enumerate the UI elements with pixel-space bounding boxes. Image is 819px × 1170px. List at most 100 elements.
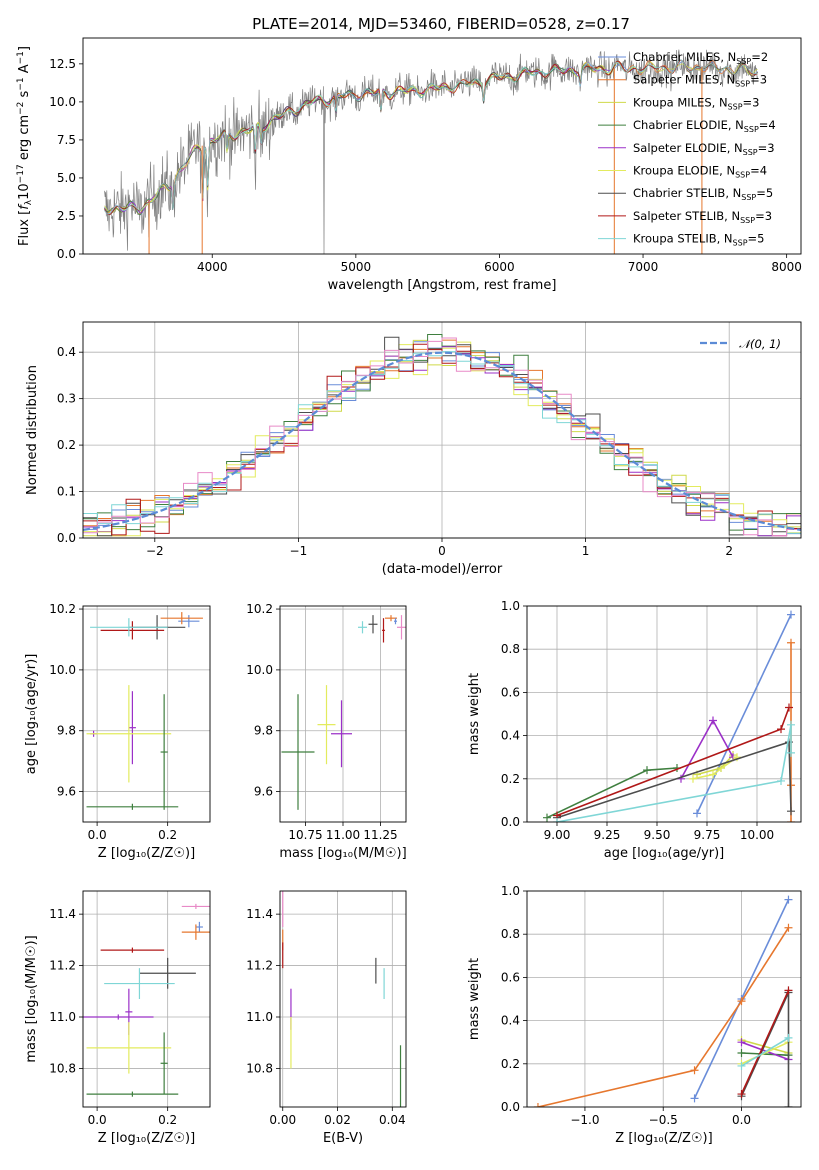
weight_vs_Z-ytick-label: 0.2: [501, 1057, 520, 1071]
mass-weight-line: [740, 992, 790, 1107]
residuals-xtick-label: 1: [582, 544, 590, 558]
spectrum-xtick-label: 5000: [341, 260, 372, 274]
spectrum-ylabel-part: s: [17, 90, 32, 101]
mass-weight-marker: [784, 923, 793, 932]
weight_vs_Z-frame: [526, 890, 802, 1108]
mass_vs_ebv-xtick-label: 0.04: [379, 1113, 406, 1127]
spectrum-ylabel-part: ]: [17, 46, 32, 51]
age_vs_Z-panel: 0.0 0.2 9.6 9.8 10.0 10.2 Z [log₁₀(Z/Z☉)] age […: [24, 602, 211, 861]
mass-weight-marker: [553, 818, 561, 822]
spectrum-ylabel-part: −1: [16, 77, 26, 90]
weight_vs_Z-ytick-label: 0.8: [501, 927, 520, 941]
legend-label-sub: SSP: [735, 80, 750, 89]
mass-weight-marker: [643, 766, 651, 775]
mass_vs_Z-ytick-label: 11.0: [49, 1010, 76, 1024]
mass-weight-marker: [689, 774, 697, 783]
mass-weight-marker: [690, 1094, 699, 1103]
weight_vs_Z-xtick-label: −1.0: [570, 1113, 599, 1127]
spectrum-xtick-label: 8000: [771, 260, 802, 274]
weight_vs_age-plot-area: [543, 610, 795, 822]
legend-label-n: =5: [748, 232, 765, 246]
mass-weight-marker: [785, 703, 793, 712]
spectrum-xtick-label: 4000: [197, 260, 228, 274]
mass_vs_ebv-ytick-label: 11.0: [246, 1010, 273, 1024]
spectrum-plot-area: [104, 49, 758, 254]
residuals-xlabel: (data-model)/error: [382, 562, 503, 577]
spectrum-ylabel-part: −1: [16, 51, 26, 64]
weight_vs_Z-ytick-label: 0.0: [501, 1100, 520, 1114]
legend-label-sub: SSP: [740, 216, 755, 225]
mass-weight-line: [741, 1037, 789, 1067]
spectrum-xtick-label: 7000: [628, 260, 659, 274]
spectrum-ytick-label: 7.5: [57, 133, 76, 147]
legend-label-n: =5: [756, 186, 773, 200]
mass_vs_Z-xtick-label: 0.2: [158, 1113, 177, 1127]
weight_vs_age-panel: 9.00 9.25 9.50 9.75 10.00 0.0 0.2 0.4 0.6 0.8 1.0 a…: [467, 599, 802, 861]
spectrum-ylabel-part: −2: [16, 102, 26, 115]
age_vs_Z-ytick-label: 9.6: [57, 785, 76, 799]
spectrum-xlabel: wavelength [Angstrom, rest frame]: [328, 278, 557, 293]
residuals-xtick-label: −2: [146, 544, 164, 558]
mass_vs_ebv-xlabel: E(B-V): [323, 1131, 363, 1146]
spectrum-ytick-label: 5.0: [57, 171, 76, 185]
mass-weight-marker: [784, 986, 793, 995]
age_vs_Z-frame: [82, 605, 211, 823]
mass_vs_Z-panel: 0.0 0.2 10.8 11.0 11.2 11.4 Z [log₁₀(Z/Z☉)] mas…: [24, 890, 211, 1146]
legend-label: Salpeter MILES, NSSP=3: [633, 73, 767, 89]
weight_vs_age-ytick-label: 0.6: [501, 685, 520, 699]
legend-label-name: Chabrier ELODIE, N: [633, 118, 744, 132]
weight_vs_Z-ylabel: mass weight: [467, 958, 482, 1040]
mass-weight-marker: [787, 748, 795, 757]
weight_vs_age-xlabel: age [log₁₀(age/yr)]: [604, 846, 725, 861]
residuals-plot-area: [83, 334, 801, 537]
legend-label: Kroupa STELIB, NSSP=5: [633, 232, 764, 248]
age_vs_Z-ytick-label: 10.0: [49, 663, 76, 677]
weight_vs_age-frame: [526, 605, 802, 823]
weight_vs_age-ytick-label: 0.2: [501, 772, 520, 786]
spectrum-ylabel-part: A: [17, 64, 32, 77]
legend-label-name: Salpeter STELIB, N: [633, 209, 740, 223]
spectrum-ytick-label: 12.5: [49, 57, 76, 71]
mass-weight-line: [740, 990, 790, 1095]
residuals-xtick-label: −1: [290, 544, 308, 558]
age_vs_mass-xtick-label: 10.75: [288, 828, 322, 842]
mass-weight-line: [741, 1039, 789, 1054]
mass-weight-marker: [784, 1033, 793, 1042]
legend-label: Kroupa MILES, NSSP=3: [633, 95, 759, 111]
mass-weight-line: [537, 927, 790, 1107]
mass-weight-marker: [787, 807, 795, 816]
legend-label: Kroupa ELODIE, NSSP=4: [633, 164, 767, 180]
spectrum-xtick-label: 6000: [484, 260, 515, 274]
weight_vs_age-xtick-label: 10.00: [740, 828, 774, 842]
weight_vs_Z-plot-area: [533, 895, 793, 1107]
weight_vs_Z-xtick-label: −0.5: [649, 1113, 678, 1127]
mass_vs_Z-xlabel: Z [log₁₀(Z/Z☉)]: [98, 1131, 195, 1146]
mass-weight-marker: [543, 813, 551, 822]
age_vs_Z-plot-area: [86, 612, 203, 810]
age_vs_mass-ytick-label: 10.2: [246, 602, 273, 616]
mass-weight-marker: [690, 1066, 699, 1075]
legend-label-n: =2: [751, 50, 768, 64]
legend-label-n: =3: [758, 141, 775, 155]
legend-label-name: Kroupa STELIB, N: [633, 232, 733, 246]
weight_vs_age-xtick-label: 9.00: [544, 828, 571, 842]
mass-weight-marker: [777, 725, 785, 734]
mass-weight-marker: [777, 776, 785, 785]
weight_vs_Z-ytick-label: 0.4: [501, 1014, 520, 1028]
mass-weight-marker: [787, 610, 795, 619]
weight_vs_age-xtick-label: 9.75: [694, 828, 721, 842]
mass-weight-marker: [737, 1049, 746, 1057]
residuals-xtick-label: 2: [725, 544, 733, 558]
age_vs_mass-ytick-label: 9.8: [254, 724, 273, 738]
figure-title: PLATE=2014, MJD=53460, FIBERID=0528, z=0…: [252, 15, 630, 33]
weight_vs_age-ytick-label: 0.0: [501, 815, 520, 829]
legend-label-n: =4: [750, 164, 767, 178]
legend-label-name: Salpeter ELODIE, N: [633, 141, 743, 155]
mass_vs_Z-ylabel: mass [log₁₀(M/M☉)]: [24, 935, 39, 1062]
residuals-ytick-label: 0.1: [57, 485, 76, 499]
legend-label: 𝒩(0, 1): [739, 337, 781, 351]
spectrum-ylabel-part: 10: [17, 183, 32, 200]
mass-weight-line: [556, 741, 792, 819]
legend-label-n: =3: [743, 95, 760, 109]
